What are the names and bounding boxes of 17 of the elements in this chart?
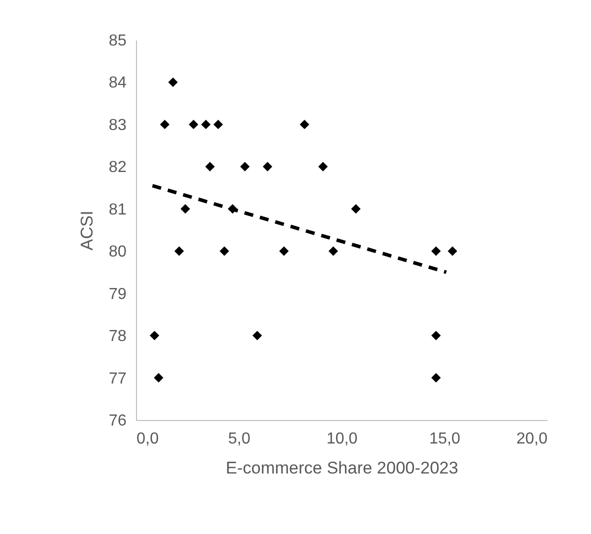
x-axis-title: E-commerce Share 2000-2023 xyxy=(226,458,458,478)
x-tick-label: 20,0 xyxy=(516,430,548,448)
y-tick-label: 82 xyxy=(108,159,127,176)
y-tick-label: 78 xyxy=(108,328,127,346)
x-tick-label: 10,0 xyxy=(326,430,358,448)
y-tick-label: 79 xyxy=(108,286,127,303)
y-tick-label: 84 xyxy=(108,74,127,92)
y-tick-label: 77 xyxy=(108,370,127,388)
x-tick-label: 0,0 xyxy=(136,430,159,448)
y-axis-title: ACSI xyxy=(78,210,97,250)
y-tick-label: 76 xyxy=(108,412,127,430)
y-tick-label: 85 xyxy=(108,32,127,50)
x-tick-label: 15,0 xyxy=(429,430,460,448)
x-tick-label: 5,0 xyxy=(228,430,250,448)
y-tick-label: 80 xyxy=(108,244,127,261)
y-tick-label: 83 xyxy=(108,116,127,134)
y-tick-label: 81 xyxy=(108,201,127,218)
